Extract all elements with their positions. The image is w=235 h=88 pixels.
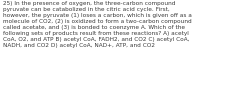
Text: 25) In the presence of oxygen, the three-carbon compound
pyruvate can be catabol: 25) In the presence of oxygen, the three… (3, 1, 192, 48)
